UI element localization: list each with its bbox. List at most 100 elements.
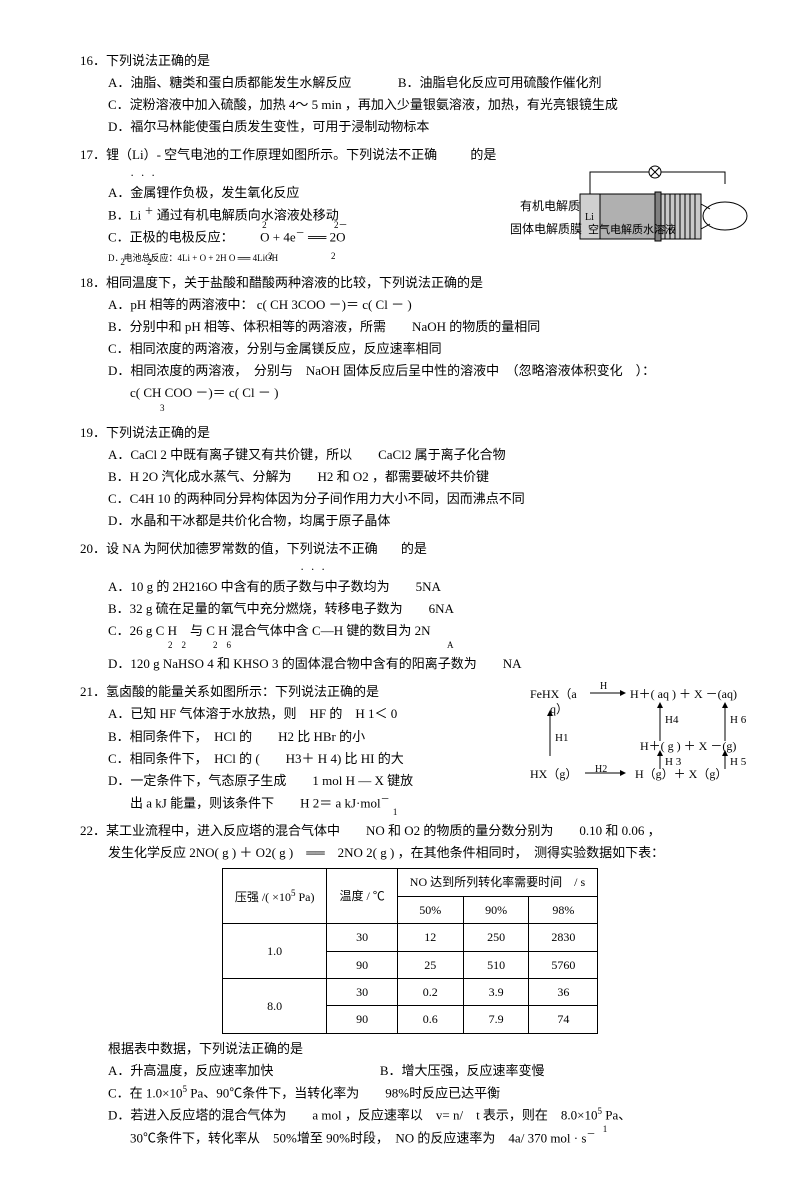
q18-stem: 相同温度下，关于盐酸和醋酸两种溶液的比较，下列说法正确的是 xyxy=(106,275,483,290)
q16-d: D．福尔马林能使蛋白质发生变性，可用于浸制动物标本 xyxy=(80,116,740,138)
th-98: 98% xyxy=(529,896,598,923)
q19-stem: 下列说法正确的是 xyxy=(106,425,210,440)
q19-d: D．水晶和干冰都是共价化合物，均属于原子晶体 xyxy=(80,510,740,532)
cell: 36 xyxy=(529,979,598,1006)
q22-b: B．增大压强，反应速率变慢 xyxy=(380,1063,545,1078)
q22-post: 根据表中数据，下列说法正确的是 xyxy=(80,1038,740,1060)
th-time: NO 达到所列转化率需要时间 / s xyxy=(397,869,597,896)
label-air: 空气电解质水溶液 xyxy=(588,224,676,236)
q17-c-text: C．正极的电极反应： xyxy=(108,230,234,245)
d-tl2: q） xyxy=(550,699,568,719)
q16-num: 16． xyxy=(80,53,106,68)
q22-d1t: D．若进入反应塔的混合气体为 a mol ，反应速率以 v= n/ t 表示，则… xyxy=(108,1108,598,1123)
q17-stem1: 锂（Li）- 空气电池的工作原理如图所示。下列说法不正确 xyxy=(106,147,437,162)
question-19: 19．下列说法正确的是 A．CaCl 2 中既有离子键又有共价键，所以 CaCl… xyxy=(80,422,740,532)
question-18: 18．相同温度下，关于盐酸和醋酸两种溶液的比较，下列说法正确的是 A．pH 相等… xyxy=(80,272,740,416)
th-pressure: 压强 /( ×105 Pa) xyxy=(222,869,327,924)
q22-d1: D．若进入反应塔的混合气体为 a mol ，反应速率以 v= n/ t 表示，则… xyxy=(80,1104,740,1126)
q22-c: C．在 1.0×105 Pa、90℃条件下，当转化率为 98%时反应已达平衡 xyxy=(80,1082,740,1104)
q21-d2-t: 出 a kJ 能量，则该条件下 H 2＝ a kJ·mol xyxy=(130,795,381,810)
q22-c1: C．在 1.0×10 xyxy=(108,1085,183,1100)
cell: 0.2 xyxy=(397,979,463,1006)
q22-num: 22． xyxy=(80,823,106,838)
q18-c: C．相同浓度的两溶液，分别与金属镁反应，反应速率相同 xyxy=(80,338,740,360)
cell: 74 xyxy=(529,1006,598,1033)
d-h2: H2 xyxy=(595,761,607,778)
dots-20: ．．． xyxy=(80,560,740,575)
q20-b: B．32 g 硫在足量的氧气中充分燃烧，转移电子数为 6NA xyxy=(80,598,740,620)
q17-num: 17． xyxy=(80,147,106,162)
cell: 510 xyxy=(463,951,529,978)
q20-stem2: 的是 xyxy=(401,541,427,556)
cell: 0.6 xyxy=(397,1006,463,1033)
question-17: 17．锂（Li）- 空气电池的工作原理如图所示。下列说法不正确 的是 ．．． A… xyxy=(80,144,740,266)
d-tr: H＋( aq ) ＋ X －(aq) xyxy=(630,684,737,704)
q18-d1: D．相同浓度的两溶液， 分别与 NaOH 固体反应后呈中性的溶液中 （忽略溶液体… xyxy=(80,360,740,382)
q19-a: A．CaCl 2 中既有离子键又有共价键，所以 CaCl2 属于离子化合物 xyxy=(80,444,740,466)
q16-c: C．淀粉溶液中加入硫酸，加热 4～ 5 min ，再加入少量银氨溶液，加热，有光… xyxy=(80,94,740,116)
q20-stem1: 设 NA 为阿伏加德罗常数的值，下列说法不正确 xyxy=(106,541,378,556)
d-h4: H4 xyxy=(665,711,678,730)
question-20: 20．设 NA 为阿伏加德罗常数的值，下列说法不正确 的是 ．．． A．10 g… xyxy=(80,538,740,675)
cell-p1: 1.0 xyxy=(222,924,327,979)
d-h3: H 3 xyxy=(665,753,681,772)
q17-b-pre: B．Li xyxy=(108,207,144,222)
d-h1: H1 xyxy=(555,729,568,748)
question-22: 22．某工业流程中，进入反应塔的混合气体中 NO 和 O2 的物质的量分数分别为… xyxy=(80,820,740,1149)
q21-stem: 氢卤酸的能量关系如图所示：下列说法正确的是 xyxy=(106,684,379,699)
q18-num: 18． xyxy=(80,275,106,290)
q22-d2t: 30℃条件下，转化率从 50%增至 90%时段， NO 的反应速率为 4a/ 3… xyxy=(130,1130,586,1145)
th-p2: Pa) xyxy=(295,890,314,904)
cell: 30 xyxy=(327,924,397,951)
table-row: 1.0 30 12 250 2830 xyxy=(222,924,597,951)
q22-c2: Pa、90℃条件下，当转化率为 98%时反应已达平衡 xyxy=(187,1085,500,1100)
q22-a: A．升高温度，反应速率加快 xyxy=(108,1063,273,1078)
cell: 30 xyxy=(327,979,397,1006)
label-membrane: 固体电解质膜 空气电解质水溶液 xyxy=(510,219,676,240)
cell: 2830 xyxy=(529,924,598,951)
table-header: 压强 /( ×105 Pa) 温度 / ℃ NO 达到所列转化率需要时间 / s xyxy=(222,869,597,896)
th-50: 50% xyxy=(397,896,463,923)
q20-d: D．120 g NaHSO 4 和 KHSO 3 的固体混合物中含有的阳离子数为… xyxy=(80,653,740,675)
battery-diagram: Li 有机电解质 固体电解质膜 空气电解质水溶液 xyxy=(540,164,750,259)
cell: 7.9 xyxy=(463,1006,529,1033)
label-organic: 有机电解质 xyxy=(520,196,580,216)
q18-d2-t: c( CH COO －)＝ c( Cl － ) xyxy=(130,385,278,400)
d-h5: H 5 xyxy=(730,753,746,772)
d-h6: H 6 xyxy=(730,711,746,730)
d-bl: HX（g） xyxy=(530,764,577,784)
q18-b: B．分别中和 pH 相等、体积相等的两溶液，所需 NaOH 的物质的量相同 xyxy=(80,316,740,338)
cell: 90 xyxy=(327,951,397,978)
question-16: 16．下列说法正确的是 A．油脂、糖类和蛋白质都能发生水解反应 B．油脂皂化反应… xyxy=(80,50,740,138)
q18-d2: c( CH COO －)＝ c( Cl － ) 3 xyxy=(80,382,740,415)
q16-a-text: A．油脂、糖类和蛋白质都能发生水解反应 xyxy=(108,75,351,90)
cell: 3.9 xyxy=(463,979,529,1006)
q21-d2: 出 a kJ 能量，则该条件下 H 2＝ a kJ·mol－ 1 xyxy=(80,792,740,814)
cell: 25 xyxy=(397,951,463,978)
cell-p2: 8.0 xyxy=(222,979,327,1034)
q17-d-text: D．电池总反应：4Li + O + 2H O ══ 4LiOH xyxy=(108,253,278,263)
d-hH: H xyxy=(600,678,607,695)
q20-c-t: C．26 g C H 与 C H 混合气体中含 C—H 键的数目为 2N xyxy=(108,623,431,638)
q20-num: 20． xyxy=(80,541,106,556)
d-mr: H＋( g ) ＋ X －(g) xyxy=(640,736,736,756)
cell: 90 xyxy=(327,1006,397,1033)
q16-a: A．油脂、糖类和蛋白质都能发生水解反应 B．油脂皂化反应可用硫酸作催化剂 xyxy=(80,72,740,94)
q20-c: C．26 g C H 与 C H 混合气体中含 C—H 键的数目为 2N 2 2… xyxy=(80,620,740,653)
q18-a: A．pH 相等的两溶液中： c( CH 3COO －)＝ c( Cl － ) xyxy=(80,294,740,316)
data-table: 压强 /( ×105 Pa) 温度 / ℃ NO 达到所列转化率需要时间 / s… xyxy=(222,868,598,1033)
q16-b-text: B．油脂皂化反应可用硫酸作催化剂 xyxy=(398,75,602,90)
q21-num: 21． xyxy=(80,684,106,699)
q19-b: B．H 2O 汽化成水蒸气、分解为 H2 和 O2 ，都需要破坏共价键 xyxy=(80,466,740,488)
question-21: 21．氢卤酸的能量关系如图所示：下列说法正确的是 A．已知 HF 气体溶于水放热… xyxy=(80,681,740,814)
q22-d2: 30℃条件下，转化率从 50%增至 90%时段， NO 的反应速率为 4a/ 3… xyxy=(80,1127,740,1149)
cell: 250 xyxy=(463,924,529,951)
q19-c: C．C4H 10 的两种同分异构体因为分子间作用力大小不同，因而沸点不同 xyxy=(80,488,740,510)
q20-a: A．10 g 的 2H216O 中含有的质子数与中子数均为 5NA xyxy=(80,576,740,598)
label-membrane-t: 固体电解质膜 xyxy=(510,222,582,236)
q22-ab: A．升高温度，反应速率加快 B．增大压强，反应速率变慢 xyxy=(80,1060,740,1082)
table-row: 8.0 30 0.2 3.9 36 xyxy=(222,979,597,1006)
th-p1: 压强 /( ×10 xyxy=(235,890,291,904)
th-90: 90% xyxy=(463,896,529,923)
q22-d1b: Pa、 xyxy=(602,1108,631,1123)
